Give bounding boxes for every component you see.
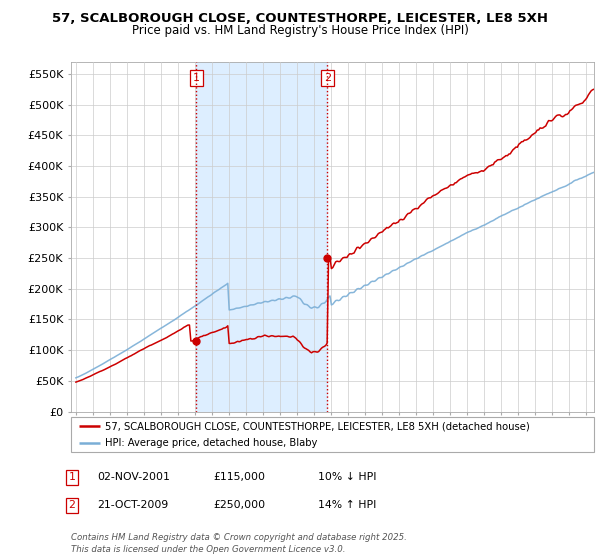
Text: This data is licensed under the Open Government Licence v3.0.: This data is licensed under the Open Gov… <box>71 545 346 554</box>
Text: 10% ↓ HPI: 10% ↓ HPI <box>318 472 377 482</box>
Text: £115,000: £115,000 <box>213 472 265 482</box>
Text: 02-NOV-2001: 02-NOV-2001 <box>97 472 170 482</box>
Text: 57, SCALBOROUGH CLOSE, COUNTESTHORPE, LEICESTER, LE8 5XH (detached house): 57, SCALBOROUGH CLOSE, COUNTESTHORPE, LE… <box>105 421 530 431</box>
Text: £250,000: £250,000 <box>213 500 265 510</box>
Text: 14% ↑ HPI: 14% ↑ HPI <box>318 500 376 510</box>
Text: 1: 1 <box>68 472 76 482</box>
Text: Contains HM Land Registry data © Crown copyright and database right 2025.: Contains HM Land Registry data © Crown c… <box>71 533 407 542</box>
Text: 2: 2 <box>324 73 331 83</box>
Bar <box>196 62 328 412</box>
Text: 21-OCT-2009: 21-OCT-2009 <box>97 500 169 510</box>
Text: 2: 2 <box>68 500 76 510</box>
Text: HPI: Average price, detached house, Blaby: HPI: Average price, detached house, Blab… <box>105 438 317 449</box>
Text: 1: 1 <box>193 73 200 83</box>
Text: 57, SCALBOROUGH CLOSE, COUNTESTHORPE, LEICESTER, LE8 5XH: 57, SCALBOROUGH CLOSE, COUNTESTHORPE, LE… <box>52 12 548 25</box>
Text: Price paid vs. HM Land Registry's House Price Index (HPI): Price paid vs. HM Land Registry's House … <box>131 24 469 37</box>
